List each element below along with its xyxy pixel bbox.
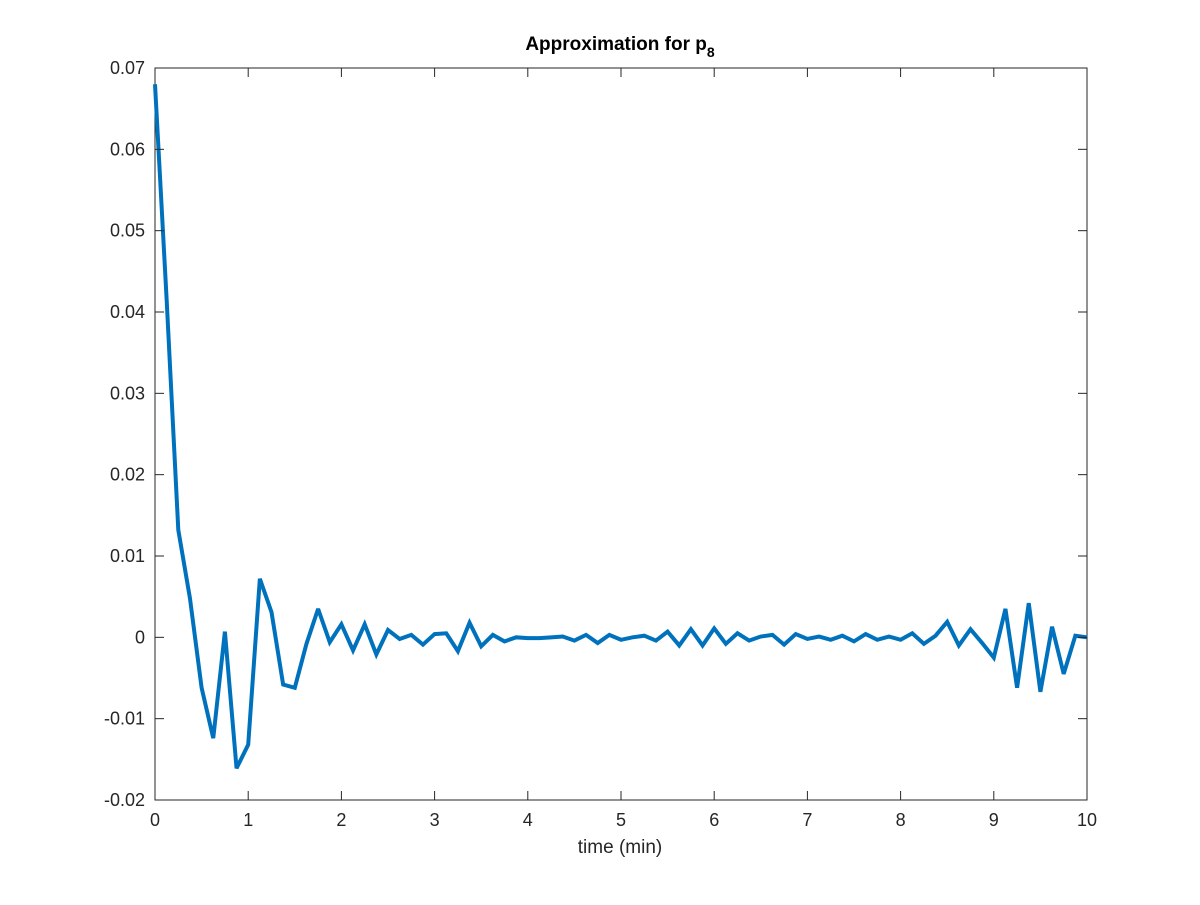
chart-title-main: Approximation for p — [525, 34, 707, 55]
x-tick-label: 9 — [989, 810, 999, 830]
y-tick-label: 0.01 — [110, 546, 145, 566]
x-tick-label: 1 — [243, 810, 253, 830]
y-tick-label: 0.06 — [110, 139, 145, 159]
tick-layer: 0 1 2 3 4 5 6 7 8 9 10 -0.02 -0.01 0 0.01 0.02 0.03 0.04 0… — [104, 58, 1097, 830]
x-tick-label: 6 — [709, 810, 719, 830]
y-tick-label: 0.07 — [110, 58, 145, 78]
x-tick-label: 10 — [1077, 810, 1097, 830]
x-tick-label: 8 — [896, 810, 906, 830]
axes — [154, 67, 1088, 801]
y-tick-label: 0.02 — [110, 465, 145, 485]
x-tick-label: 3 — [430, 810, 440, 830]
y-tick-label: 0.03 — [110, 383, 145, 403]
y-tick-label: 0.04 — [110, 302, 145, 322]
y-tick-label: -0.02 — [104, 790, 145, 810]
chart-title-subscript: 8 — [707, 44, 715, 60]
plot-area-box — [154, 67, 1088, 801]
y-tick-label: 0 — [135, 627, 145, 647]
x-axis-label: time (min) — [578, 837, 662, 858]
x-tick-label: 5 — [616, 810, 626, 830]
x-tick-label: 2 — [336, 810, 346, 830]
y-tick-label: -0.01 — [104, 709, 145, 729]
y-tick-label: 0.05 — [110, 221, 145, 241]
series-layer — [153, 84, 1088, 770]
x-tick-label: 0 — [150, 810, 160, 830]
chart-title: Approximation for p8 — [525, 34, 715, 60]
series-line-0 — [153, 84, 1088, 770]
x-tick-label: 4 — [523, 810, 533, 830]
x-tick-label: 7 — [802, 810, 812, 830]
